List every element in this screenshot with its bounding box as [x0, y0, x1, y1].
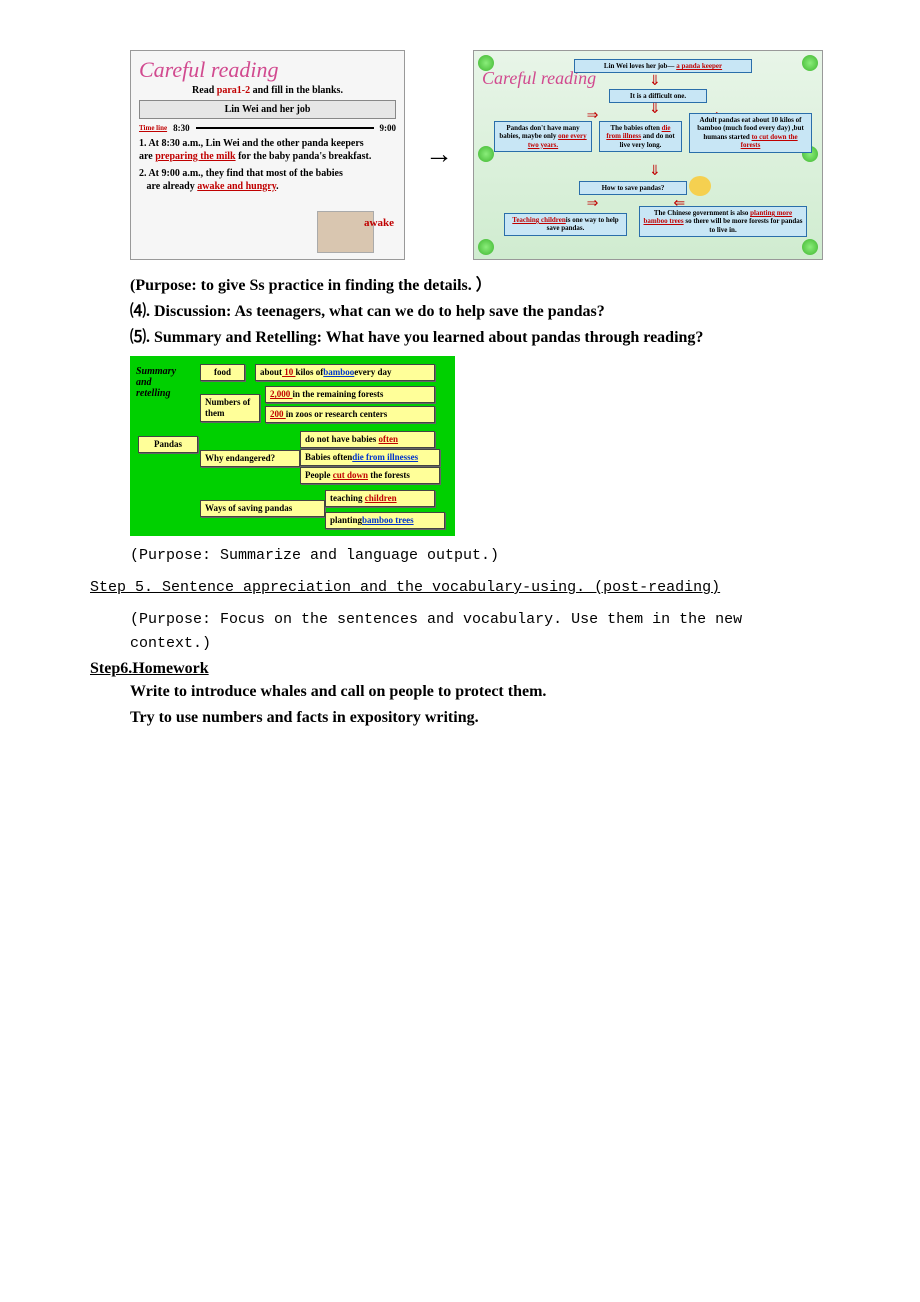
slide1-timeline: Time line 8:30 9:00: [139, 123, 396, 133]
way1-box: teaching children: [325, 490, 435, 507]
top-slides-row: Careful reading Read para1-2 and fill in…: [130, 50, 830, 260]
dot-icon: [478, 239, 494, 255]
why-box: Why endangered?: [200, 450, 300, 467]
dot-icon: [802, 55, 818, 71]
slide2-box7: Teaching childrenis one way to help save…: [504, 213, 627, 236]
slide-careful-reading-2: Careful reading Lin Wei loves her job–– …: [473, 50, 823, 260]
slide2-box6: How to save pandas?: [579, 181, 687, 195]
slide2-box3: Pandas don't have many babies, maybe onl…: [494, 121, 592, 152]
num1-box: 2,000 in the remaining forests: [265, 386, 435, 403]
arrow-down-icon: ⇓: [649, 101, 661, 118]
slide1-title: Careful reading: [139, 59, 396, 81]
slide1-subtitle: Read para1-2 and fill in the blanks.: [139, 85, 396, 96]
purpose-3: (Purpose: Focus on the sentences and voc…: [130, 608, 830, 656]
slide1-line1: 1. At 8:30 a.m., Lin Wei and the other p…: [139, 137, 396, 163]
why3-box: People cut down the forests: [300, 467, 440, 484]
step-6: Step6.Homework: [90, 660, 830, 678]
slide2-box5: Adult pandas eat about 10 kilos of bambo…: [689, 113, 812, 153]
slide1-section-header: Lin Wei and her job: [139, 100, 396, 119]
arrow-down-icon: ⇓: [649, 73, 661, 90]
why2-box: Babies oftendie from illnesses: [300, 449, 440, 466]
arrow-right-icon: →: [425, 139, 453, 171]
why1-box: do not have babies often: [300, 431, 435, 448]
body-text-block: (Purpose: to give Ss practice in finding…: [130, 274, 830, 350]
slide2-box8: The Chinese government is also planting …: [639, 206, 807, 237]
purpose-1: (Purpose: to give Ss practice in finding…: [130, 274, 830, 298]
summary-title: Summary and retelling: [136, 366, 176, 399]
dot-icon: [802, 239, 818, 255]
homework-1: Write to introduce whales and call on pe…: [130, 680, 830, 704]
item-5: ⑸. Summary and Retelling: What have you …: [130, 326, 830, 350]
summary-diagram: Summary and retelling Pandas food about …: [130, 356, 455, 536]
dot-icon: [478, 55, 494, 71]
step-5: Step 5. Sentence appreciation and the vo…: [90, 576, 830, 600]
ways-box: Ways of saving pandas: [200, 500, 325, 517]
awake-label: awake: [364, 217, 394, 229]
arrow-down-icon: ⇓: [649, 163, 661, 180]
slide2-box4: The babies often die from illness and do…: [599, 121, 682, 152]
slide1-line2: 2. At 9:00 a.m., they find that most of …: [139, 167, 396, 193]
way2-box: plantingbamboo trees: [325, 512, 445, 529]
arrow-diag-icon: ⇗: [582, 193, 602, 213]
slide2-box1: Lin Wei loves her job–– a panda keeper: [574, 59, 752, 73]
homework-2: Try to use numbers and facts in exposito…: [130, 706, 830, 730]
slide-careful-reading-1: Careful reading Read para1-2 and fill in…: [130, 50, 405, 260]
dot-icon: [478, 146, 494, 162]
item-4: ⑷. Discussion: As teenagers, what can we…: [130, 300, 830, 324]
food-box: food: [200, 364, 245, 381]
pandas-box: Pandas: [138, 436, 198, 453]
food-detail-box: about 10 kilos ofbambooevery day: [255, 364, 435, 381]
purpose-2: (Purpose: Summarize and language output.…: [130, 544, 830, 568]
numbers-box: Numbers of them: [200, 394, 260, 422]
smiley-face-icon: [689, 176, 711, 196]
num2-box: 200 in zoos or research centers: [265, 406, 435, 423]
